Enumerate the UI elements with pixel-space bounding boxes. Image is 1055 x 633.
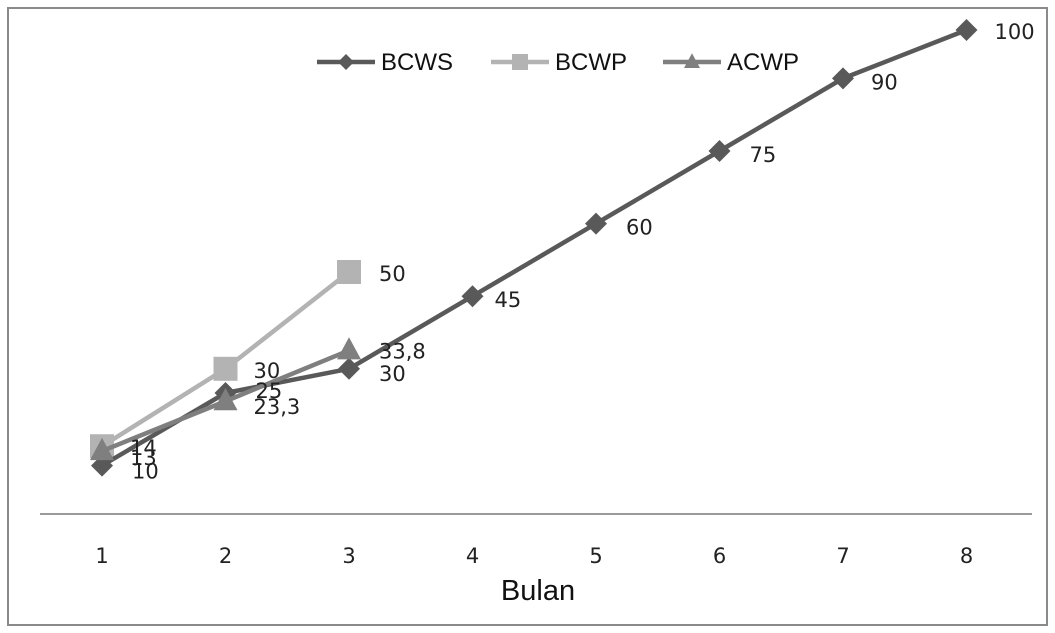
data-label-bcwp-2: 30 (254, 359, 281, 383)
x-tick-label-7: 7 (836, 544, 849, 568)
legend-marker-bcws (338, 54, 354, 70)
series-line-bcws (99, 27, 969, 468)
x-tick-label-8: 8 (960, 544, 973, 568)
legend-item-bcws: BCWS (317, 49, 453, 76)
data-label-bcws-8: 100 (995, 20, 1035, 44)
legend-item-bcwp: BCWP (491, 49, 627, 76)
series-acwp (90, 337, 361, 461)
marker-bcws-8 (955, 19, 978, 41)
marker-bcwp-2 (213, 356, 238, 381)
legend-marker-bcwp (512, 54, 528, 70)
data-label-acwp-2: 23,3 (254, 395, 301, 419)
marker-bcws-3 (338, 357, 360, 380)
data-label-bcws-3: 30 (379, 362, 406, 386)
data-label-acwp-3: 33,8 (379, 339, 426, 363)
marker-bcws-7 (832, 67, 854, 90)
x-tick-label-5: 5 (589, 544, 602, 568)
marker-bcws-5 (585, 212, 607, 235)
legend: BCWS BCWP ACWP (317, 49, 799, 76)
legend-label-bcwp: BCWP (555, 49, 627, 76)
legend-label-bcws: BCWS (381, 49, 453, 76)
marker-acwp-3 (337, 337, 361, 360)
marker-acwp-1 (90, 437, 114, 461)
x-tick-label-2: 2 (219, 544, 232, 568)
data-label-bcws-5: 60 (626, 216, 653, 240)
marker-bcws-1 (91, 454, 113, 477)
x-tick-label-4: 4 (466, 544, 479, 568)
data-label-acwp-1: 13 (130, 446, 157, 470)
data-label-bcws-7: 90 (871, 70, 898, 94)
data-label-bcwp-3: 50 (379, 262, 406, 286)
marker-acwp-2 (213, 388, 238, 411)
x-axis-title: Bulan (501, 575, 575, 607)
series-layer (90, 19, 978, 477)
marker-bcws-4 (461, 285, 484, 308)
marker-bcws-6 (708, 140, 731, 162)
x-tick-label-3: 3 (342, 544, 355, 568)
data-label-bcws-6: 75 (750, 143, 777, 167)
x-tick-labels: 1 2 3 4 5 6 7 8 (95, 544, 973, 568)
data-label-bcws-1: 10 (132, 460, 159, 484)
data-label-bcws-4: 45 (495, 288, 522, 312)
legend-label-acwp: ACWP (727, 49, 799, 76)
data-label-bcwp-1: 14 (130, 436, 157, 460)
marker-bcwp-3 (337, 260, 361, 284)
x-tick-label-6: 6 (713, 544, 726, 568)
chart-border (7, 7, 1048, 626)
legend-marker-acwp (684, 53, 700, 68)
data-label-bcws-2: 25 (256, 379, 283, 403)
legend-item-acwp: ACWP (663, 49, 799, 76)
x-tick-label-1: 1 (95, 544, 108, 568)
